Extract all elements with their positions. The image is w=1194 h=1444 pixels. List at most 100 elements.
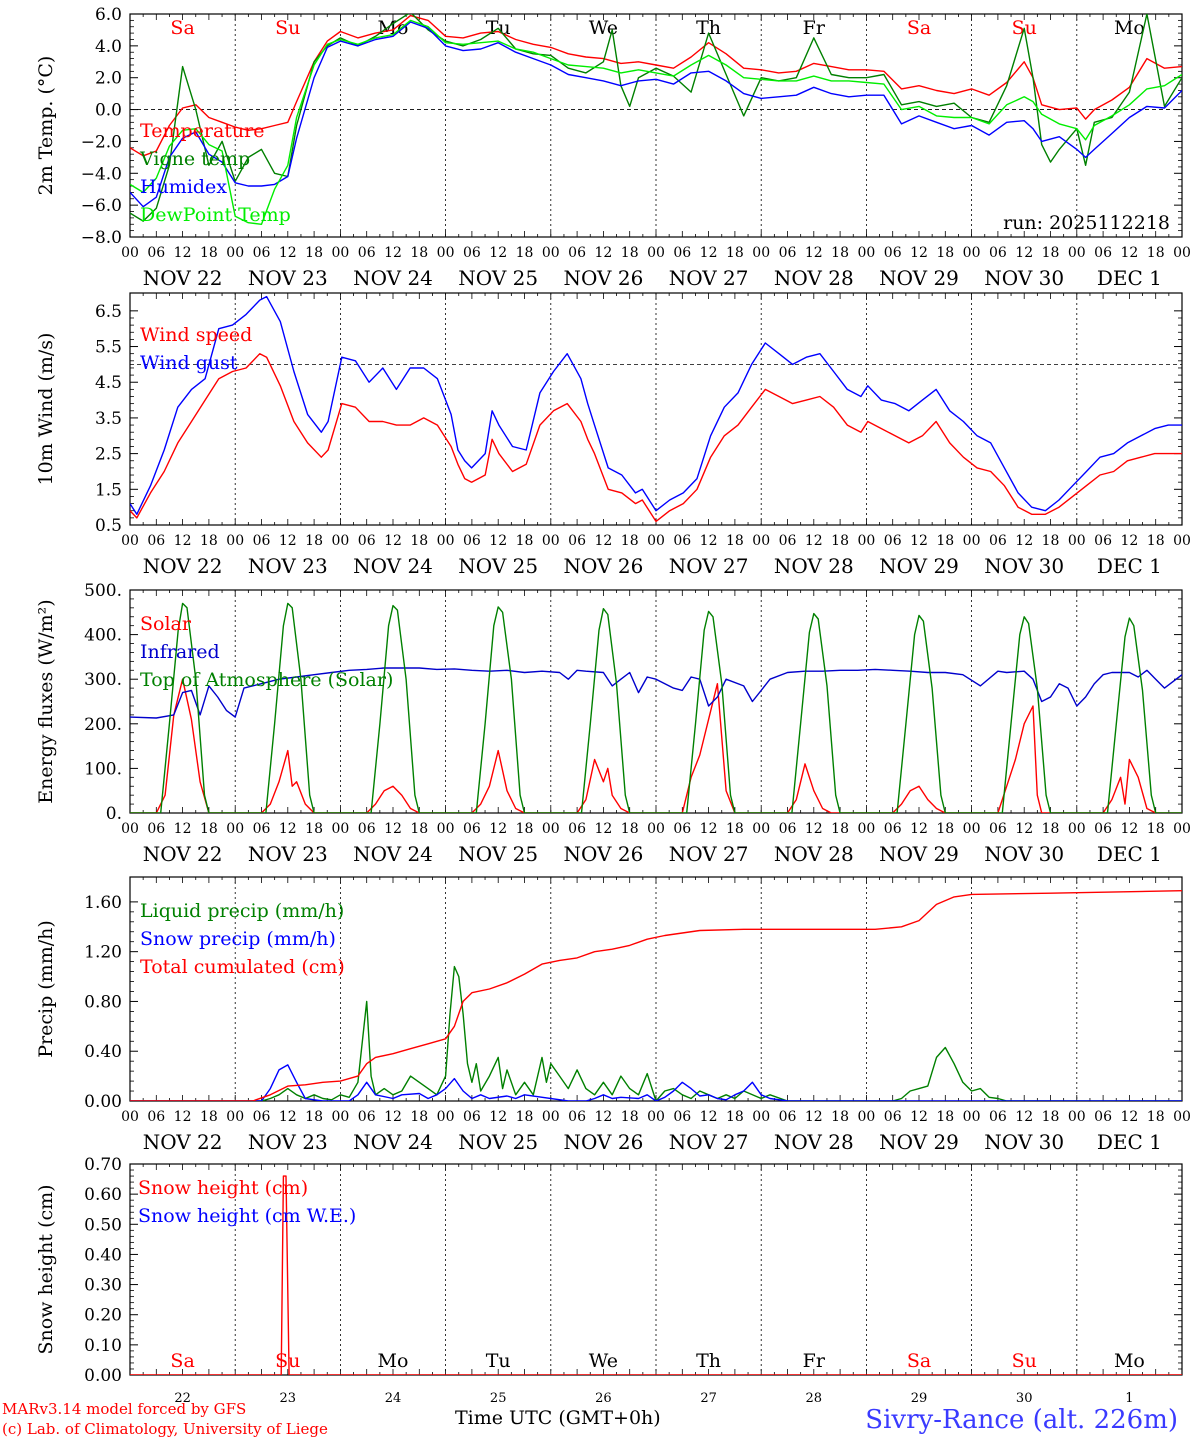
y-tick-label: 0.0: [95, 101, 122, 121]
hour-label: 00: [121, 1109, 139, 1125]
hour-label: 18: [831, 245, 849, 261]
weekday-label: Sa: [907, 1350, 931, 1372]
weekday-label: Fr: [803, 17, 826, 39]
y-tick-label: 500.: [84, 581, 122, 601]
y-tick-label: 200.: [84, 715, 122, 735]
hour-label: 00: [331, 821, 349, 837]
hour-label: 18: [305, 821, 323, 837]
hour-label: 18: [1147, 1109, 1165, 1125]
hour-label: 06: [463, 245, 481, 261]
legend-entry: Total cumulated (cm): [140, 956, 345, 978]
y-tick-label: 0.50: [84, 1215, 122, 1235]
hour-label: 12: [700, 245, 718, 261]
hour-label: 00: [857, 821, 875, 837]
y-tick-label: 4.0: [95, 37, 122, 57]
date-label: DEC 1: [1097, 266, 1162, 290]
series-group: [130, 14, 1182, 225]
hour-label: 12: [384, 533, 402, 549]
hour-label: 12: [594, 1109, 612, 1125]
hour-label: 00: [542, 533, 560, 549]
y-tick-label: 1.20: [84, 943, 122, 963]
hour-label: 12: [174, 533, 192, 549]
y-tick-label: −6.0: [81, 196, 122, 216]
day-number-label: 27: [700, 1391, 717, 1406]
hour-label: 00: [963, 245, 981, 261]
hour-label: 06: [568, 1109, 586, 1125]
hour-label: 00: [437, 1109, 455, 1125]
hour-label: 00: [437, 533, 455, 549]
day-number-label: 22: [174, 1391, 191, 1406]
hour-label: 18: [410, 533, 428, 549]
hour-label: 06: [673, 533, 691, 549]
legend-entry: Liquid precip (mm/h): [140, 900, 344, 922]
hour-label: 12: [910, 821, 928, 837]
hour-label: 18: [200, 1109, 218, 1125]
hour-label: 18: [516, 821, 534, 837]
hour-label: 12: [1120, 533, 1138, 549]
hour-label: 18: [936, 1109, 954, 1125]
hour-label: 00: [647, 533, 665, 549]
hour-label: 12: [594, 533, 612, 549]
date-label: NOV 22: [143, 554, 223, 578]
hour-label: 18: [1042, 1109, 1060, 1125]
y-tick-label: −2.0: [81, 132, 122, 152]
hour-label: 06: [989, 821, 1007, 837]
hour-label: 06: [568, 245, 586, 261]
hour-label: 00: [1173, 1109, 1191, 1125]
hour-label: 00: [437, 821, 455, 837]
weekday-label: Mo: [378, 17, 409, 39]
legend-entry: Vigne temp: [139, 148, 250, 170]
y-tick-label: 0.30: [84, 1276, 122, 1296]
panel-2: 0.5 1.5 2.5 3.5 4.5 5.5 6.5 10m Wind (m/s) 00 06 1…: [35, 292, 1191, 578]
hour-label: 12: [279, 1109, 297, 1125]
y-tick-label: 0.60: [84, 1185, 122, 1205]
weekday-label: Th: [696, 17, 721, 39]
hour-label: 06: [358, 1109, 376, 1125]
date-label: NOV 23: [248, 266, 328, 290]
weekday-label: Sa: [170, 17, 194, 39]
series-line-4: [130, 19, 1182, 225]
hour-label: 12: [1015, 1109, 1033, 1125]
panel-3: 0. 100. 200. 300. 400. 500. Energy fluxes (W/m…: [35, 581, 1191, 866]
date-label: NOV 24: [353, 842, 433, 866]
hour-label: 06: [358, 533, 376, 549]
series-line-2: [130, 1064, 1182, 1101]
hour-label: 12: [279, 245, 297, 261]
date-label: NOV 25: [458, 554, 538, 578]
day-number-label: 25: [490, 1391, 507, 1406]
hour-label: 00: [121, 533, 139, 549]
y-tick-label: 5.5: [95, 338, 122, 358]
panel-4: 0.00 0.40 0.80 1.20 1.60 Precip (mm/h) 00 06 12 1…: [35, 876, 1191, 1154]
date-label: NOV 29: [879, 842, 959, 866]
day-number-label: 1: [1125, 1391, 1133, 1406]
y-axis-label: Energy fluxes (W/m²): [35, 599, 57, 803]
series-line-1: [130, 353, 1182, 523]
date-label: NOV 26: [564, 1130, 644, 1154]
hour-label: 00: [857, 533, 875, 549]
date-label: NOV 24: [353, 266, 433, 290]
weekday-label: Th: [696, 1350, 721, 1372]
legend-entry: DewPoint Temp: [140, 204, 291, 226]
hour-label: 18: [621, 821, 639, 837]
date-label: NOV 28: [774, 1130, 854, 1154]
weekday-label: We: [589, 1350, 618, 1372]
hour-label: 00: [226, 533, 244, 549]
hour-label: 00: [752, 245, 770, 261]
hour-label: 06: [147, 533, 165, 549]
legend-entry: Humidex: [140, 176, 227, 198]
date-label: NOV 23: [248, 842, 328, 866]
series-group: [130, 295, 1182, 523]
hour-label: 00: [857, 1109, 875, 1125]
date-label: DEC 1: [1097, 554, 1162, 578]
hour-label: 18: [200, 821, 218, 837]
footer: MARv3.14 model forced by GFS (c) Lab. of…: [2, 1400, 1178, 1438]
hour-label: 00: [963, 533, 981, 549]
hour-label: 00: [331, 533, 349, 549]
hour-label: 12: [174, 821, 192, 837]
y-tick-label: 300.: [84, 670, 122, 690]
hour-label: 00: [647, 1109, 665, 1125]
hour-label: 06: [673, 245, 691, 261]
weekday-label: Sa: [907, 17, 931, 39]
hour-label: 18: [305, 245, 323, 261]
